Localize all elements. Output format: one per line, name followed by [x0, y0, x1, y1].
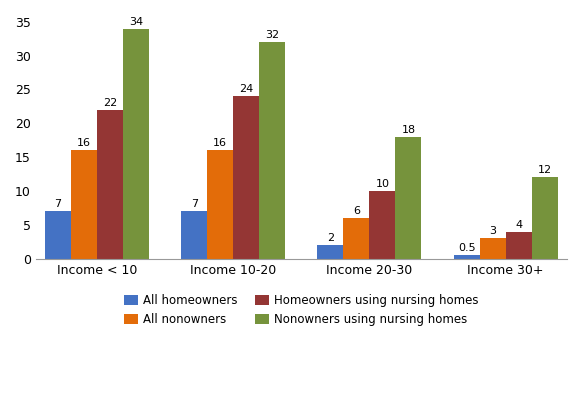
Text: 12: 12	[538, 166, 552, 176]
Text: 16: 16	[213, 138, 227, 148]
Text: 2: 2	[327, 233, 334, 243]
Bar	[181, 211, 207, 259]
Bar	[71, 150, 97, 259]
Text: 7: 7	[191, 199, 198, 209]
Bar	[317, 245, 343, 259]
Bar	[396, 137, 421, 259]
Text: 0.5: 0.5	[458, 243, 475, 253]
Text: 10: 10	[375, 179, 389, 189]
Text: 32: 32	[265, 30, 279, 40]
Legend: All homeowners, All nonowners, Homeowners using nursing homes, Nonowners using n: All homeowners, All nonowners, Homeowner…	[124, 294, 478, 326]
Bar	[343, 218, 370, 259]
Bar	[506, 232, 532, 259]
Text: 6: 6	[353, 206, 360, 216]
Bar	[480, 238, 506, 259]
Bar	[454, 255, 480, 259]
Bar	[532, 177, 558, 259]
Bar	[45, 211, 71, 259]
Bar	[207, 150, 233, 259]
Text: 7: 7	[55, 199, 62, 209]
Bar	[123, 28, 149, 259]
Text: 34: 34	[129, 16, 143, 26]
Text: 4: 4	[515, 220, 522, 230]
Text: 24: 24	[239, 84, 253, 94]
Text: 22: 22	[103, 98, 117, 108]
Text: 16: 16	[77, 138, 91, 148]
Bar	[97, 110, 123, 259]
Bar	[233, 96, 259, 259]
Text: 3: 3	[489, 226, 496, 236]
Text: 18: 18	[402, 125, 416, 135]
Bar	[370, 191, 396, 259]
Bar	[259, 42, 285, 259]
